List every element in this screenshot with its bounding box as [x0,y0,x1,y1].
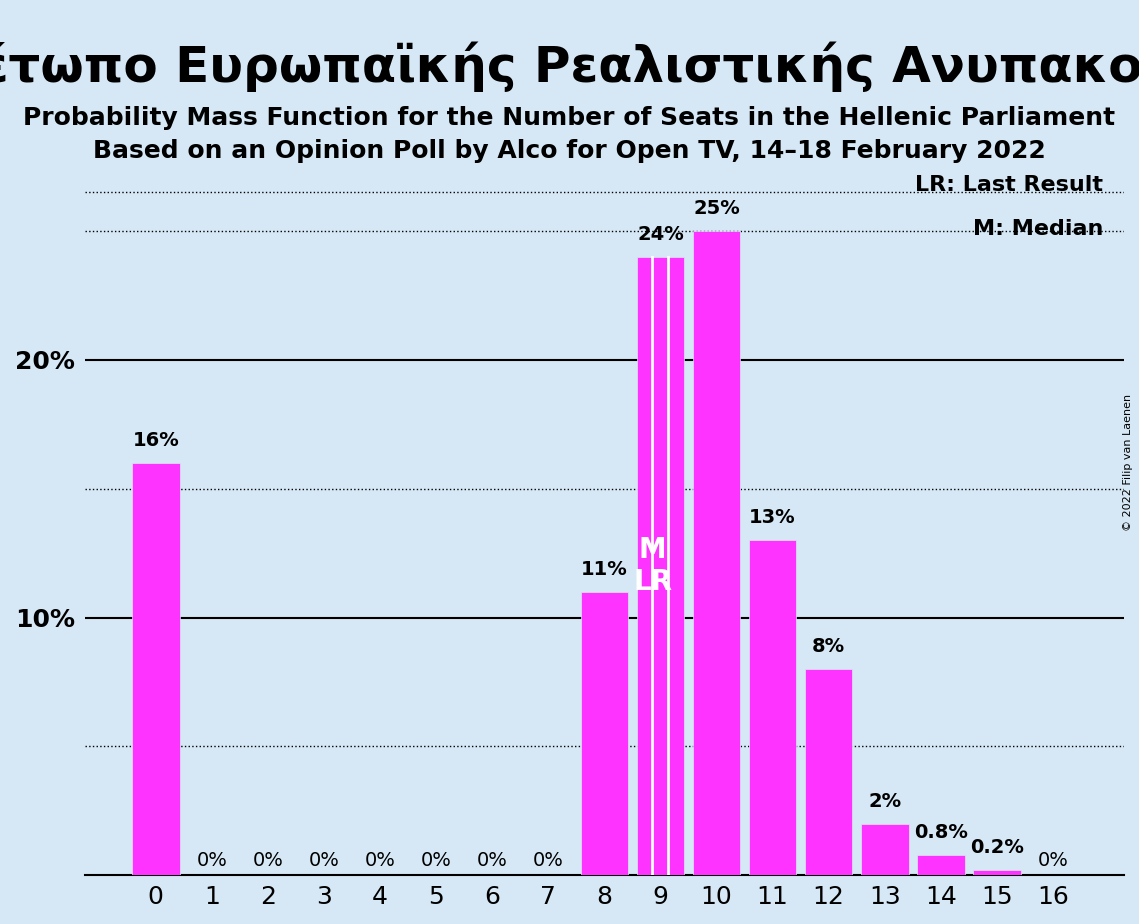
Text: © 2022 Filip van Laenen: © 2022 Filip van Laenen [1123,394,1133,530]
Text: 8%: 8% [812,638,845,656]
Bar [693,231,740,875]
Text: 0%: 0% [196,851,228,870]
Text: 0.8%: 0.8% [913,822,968,842]
Text: 0%: 0% [477,851,508,870]
Text: LR: Last Result: LR: Last Result [916,176,1104,195]
Text: Μέτωπο Ευρωπαϊκής Ρεαλιστικής Ανυπακοής: Μέτωπο Ευρωπαϊκής Ρεαλιστικής Ανυπακοής [0,42,1139,92]
Text: M
LR: M LR [633,536,672,596]
Text: 0%: 0% [309,851,339,870]
Text: 0%: 0% [533,851,564,870]
Bar [581,591,629,875]
Text: Based on an Opinion Poll by Alco for Open TV, 14–18 February 2022: Based on an Opinion Poll by Alco for Ope… [93,139,1046,163]
Bar [805,669,852,875]
Bar [861,823,909,875]
Text: 24%: 24% [637,225,683,244]
Text: 2%: 2% [868,792,901,811]
Text: 0%: 0% [364,851,395,870]
Text: 0%: 0% [253,851,284,870]
Text: 25%: 25% [694,199,740,218]
Text: Probability Mass Function for the Number of Seats in the Hellenic Parliament: Probability Mass Function for the Number… [24,106,1115,130]
Text: 16%: 16% [132,431,179,450]
Bar [637,257,685,875]
Text: 11%: 11% [581,560,628,578]
Text: 13%: 13% [749,508,796,528]
Bar [917,855,965,875]
Bar [748,541,796,875]
Text: 0.2%: 0.2% [970,838,1024,857]
Text: 0%: 0% [420,851,451,870]
Text: M: Median: M: Median [973,219,1104,238]
Bar [132,463,180,875]
Bar [973,870,1021,875]
Text: 0%: 0% [1038,851,1068,870]
